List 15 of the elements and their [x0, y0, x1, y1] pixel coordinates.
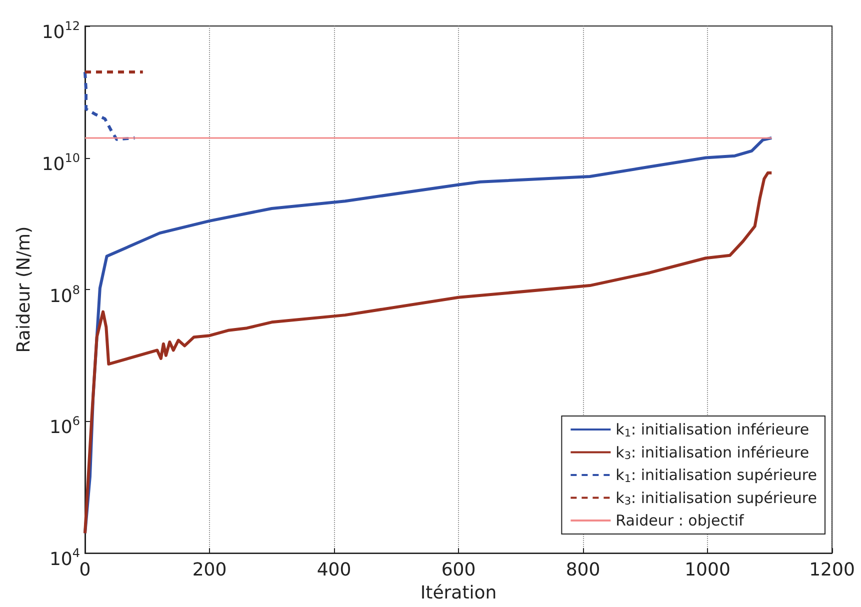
- x-axis-title: Itération: [420, 582, 497, 604]
- x-tick-label: 0: [79, 560, 91, 581]
- x-tick-label: 1000: [684, 560, 730, 581]
- y-tick-label: 10$^{12}$: [42, 18, 80, 45]
- y-tick-label: 10$^{8}$: [49, 282, 80, 309]
- y-tick-label: 10$^{10}$: [42, 150, 80, 177]
- x-tick-label: 200: [192, 560, 227, 581]
- y-tick-label: 10$^{6}$: [49, 413, 80, 440]
- y-tick-label: 10$^{4}$: [49, 545, 80, 572]
- x-tick-label: 400: [316, 560, 352, 581]
- legend-label: Raideur : objectif: [616, 512, 745, 530]
- x-tick-label: 800: [566, 560, 600, 581]
- x-tick-label: 1200: [809, 560, 855, 581]
- y-axis-title: Raideur (N/m): [14, 226, 34, 353]
- x-tick-label: 600: [441, 560, 476, 581]
